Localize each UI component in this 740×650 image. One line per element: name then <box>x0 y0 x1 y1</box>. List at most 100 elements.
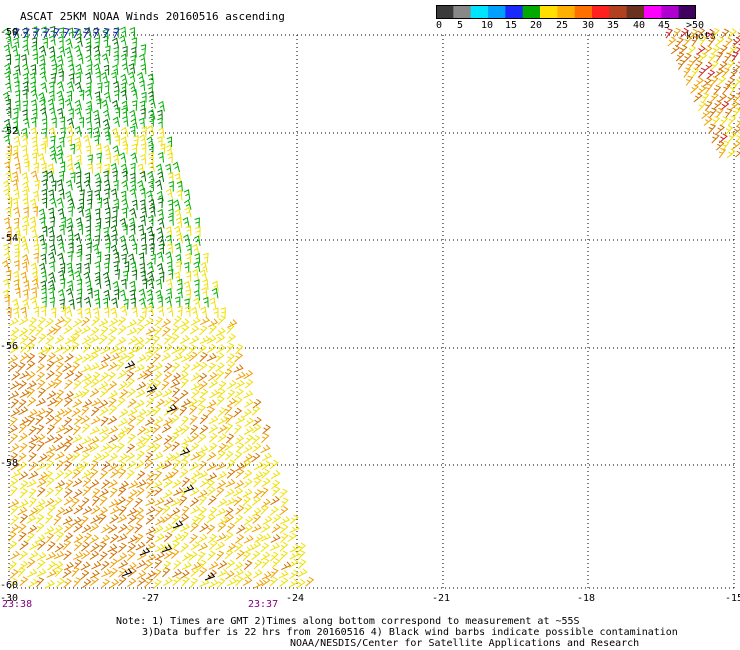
wind-barb <box>121 100 129 112</box>
wind-barb <box>270 496 280 506</box>
wind-barb <box>3 180 11 191</box>
wind-barb <box>19 370 30 380</box>
wind-barb <box>140 270 146 282</box>
wind-barb <box>111 71 118 83</box>
wind-barb <box>243 444 253 454</box>
wind-barb <box>687 44 697 55</box>
wind-barb <box>243 524 254 534</box>
wind-barb <box>89 522 100 533</box>
wind-barb <box>86 242 92 253</box>
wind-barb <box>48 251 56 263</box>
wind-barb <box>190 522 199 533</box>
wind-barb <box>109 514 119 524</box>
wind-barb <box>63 325 73 335</box>
wind-barb <box>184 206 192 218</box>
wind-barb <box>152 390 163 399</box>
wind-barb <box>206 524 216 535</box>
wind-barb <box>55 577 65 588</box>
wind-barb <box>89 576 100 586</box>
wind-barb <box>71 451 81 462</box>
wind-barb <box>126 388 136 398</box>
wind-barb <box>18 327 29 337</box>
wind-barb <box>244 434 254 445</box>
wind-barb <box>261 460 271 470</box>
wind-barb <box>140 143 147 154</box>
wind-barb <box>156 262 164 274</box>
wind-barb <box>66 224 74 236</box>
wind-barb <box>209 297 217 308</box>
colorbar-tick-label: >50 knots <box>686 20 717 42</box>
wind-barb <box>47 504 56 515</box>
wind-barb <box>146 226 154 237</box>
wind-barb <box>72 434 83 444</box>
wind-barb <box>136 479 147 488</box>
wind-barb <box>217 424 228 434</box>
wind-barb <box>63 578 72 588</box>
wind-barb <box>67 55 73 67</box>
wind-barb <box>120 190 127 202</box>
wind-barb <box>129 180 137 191</box>
wind-barb <box>145 541 156 551</box>
wind-barb <box>85 280 92 292</box>
wind-barb <box>31 278 39 290</box>
wind-barb <box>152 424 162 434</box>
wind-barb <box>108 397 117 408</box>
wind-barb <box>12 298 20 310</box>
wind-barb <box>48 46 56 57</box>
wind-barb <box>171 333 180 344</box>
wind-barb <box>71 469 82 479</box>
wind-barb <box>66 117 75 129</box>
wind-barb <box>101 53 109 64</box>
wind-barb <box>146 488 155 499</box>
wind-barb <box>75 296 82 308</box>
latitude-label: -58 <box>0 458 19 469</box>
wind-barb <box>146 278 154 289</box>
wind-barb <box>54 334 65 345</box>
wind-barb <box>111 234 117 245</box>
wind-barb <box>733 92 740 103</box>
wind-barb <box>224 531 234 542</box>
wind-barb <box>49 216 56 228</box>
wind-barb <box>65 37 73 49</box>
wind-barb <box>62 506 74 515</box>
wind-barb <box>108 452 119 462</box>
wind-barb <box>708 36 716 47</box>
wind-barb <box>189 432 200 443</box>
wind-barb <box>9 344 20 354</box>
wind-barb <box>269 459 279 470</box>
wind-barb <box>89 362 100 371</box>
wind-barb <box>104 242 111 254</box>
wind-barb <box>208 379 219 389</box>
wind-barb <box>260 504 269 515</box>
wind-barb <box>215 352 225 363</box>
note-line-1: Note: 1) Times are GMT 2)Times along bot… <box>116 616 580 627</box>
wind-barb <box>242 576 253 587</box>
wind-barb <box>83 342 92 353</box>
wind-barb <box>97 82 103 93</box>
wind-barb <box>153 578 162 589</box>
wind-barb <box>146 442 156 452</box>
wind-barb <box>683 52 692 63</box>
wind-barb <box>46 360 55 371</box>
wind-barb <box>48 286 55 298</box>
wind-barb <box>153 379 162 390</box>
wind-barb <box>148 205 156 217</box>
wind-barb <box>45 532 55 543</box>
wind-barb <box>180 569 190 579</box>
colorbar-segment <box>644 5 662 19</box>
wind-barb <box>733 107 740 118</box>
wind-barb <box>35 415 44 426</box>
wind-barb <box>53 324 62 335</box>
wind-barb <box>125 371 135 382</box>
wind-barb <box>235 576 244 587</box>
wind-barb <box>108 499 119 508</box>
wind-barb <box>95 180 101 192</box>
wind-barb <box>143 425 154 435</box>
wind-barb <box>8 424 18 434</box>
wind-barb <box>128 217 136 228</box>
wind-barb <box>163 343 173 353</box>
wind-barb <box>113 260 119 272</box>
wind-barb <box>215 370 225 381</box>
wind-barb <box>190 567 200 577</box>
wind-barb <box>188 344 197 355</box>
